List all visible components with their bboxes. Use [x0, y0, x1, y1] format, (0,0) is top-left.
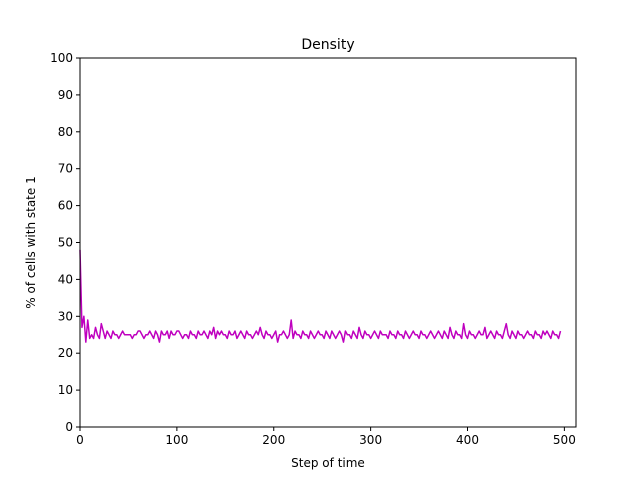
x-tick-label: 100 — [165, 433, 188, 447]
y-tick-label: 70 — [58, 162, 73, 176]
y-tick-label: 30 — [58, 309, 73, 323]
x-axis-label: Step of time — [291, 456, 365, 470]
y-tick-label: 80 — [58, 125, 73, 139]
x-tick-label: 400 — [456, 433, 479, 447]
x-tick-label: 0 — [76, 433, 84, 447]
x-tick-label: 200 — [262, 433, 285, 447]
y-tick-label: 60 — [58, 199, 73, 213]
y-axis-label: % of cells with state 1 — [24, 176, 38, 308]
plot-frame — [79, 57, 577, 428]
y-tick-label: 100 — [50, 51, 73, 65]
chart-title: Density — [301, 37, 354, 53]
y-tick-label: 0 — [65, 420, 73, 434]
plot-area — [79, 249, 562, 343]
axis-ticks: 0 100 200 300 400 500 0 10 20 30 40 50 60 70 80 90 100 — [50, 51, 576, 447]
series-line — [79, 249, 562, 343]
y-tick-label: 20 — [58, 346, 73, 360]
y-tick-label: 90 — [58, 88, 73, 102]
x-tick-label: 300 — [359, 433, 382, 447]
y-tick-label: 40 — [58, 272, 73, 286]
y-tick-label: 10 — [58, 383, 73, 397]
y-tick-label: 50 — [58, 236, 73, 250]
x-tick-label: 500 — [553, 433, 576, 447]
